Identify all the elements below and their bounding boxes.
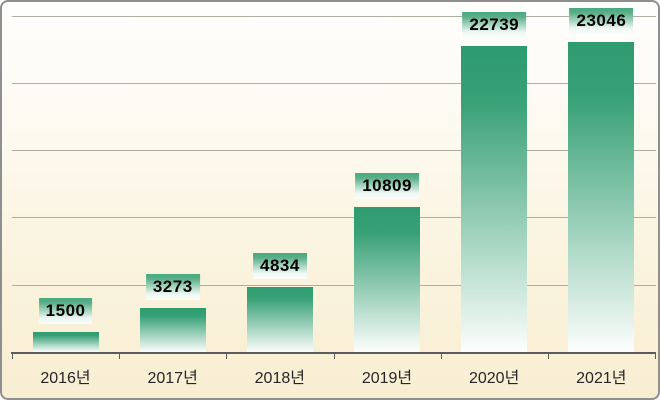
gridline-15000: [12, 150, 656, 152]
bar-2021년: [568, 41, 635, 352]
x-axis-tick: [226, 353, 227, 359]
x-axis-tick: [334, 353, 335, 359]
x-axis-tick: [655, 353, 656, 359]
x-axis-label: 2021년: [576, 370, 627, 387]
bar-value-label: 22739: [462, 11, 527, 38]
x-axis-label: 2016년: [40, 370, 91, 387]
bar-2016년: [32, 331, 99, 352]
gridline-25000: [12, 15, 656, 17]
bar-value-label: 3273: [145, 273, 200, 300]
bar-value-label: 10809: [355, 172, 419, 199]
bar-2018년: [246, 286, 313, 352]
bar-2019년: [354, 206, 421, 352]
bar-value-label: 4834: [252, 252, 307, 279]
gridline-10000: [12, 217, 656, 219]
gridline-5000: [12, 284, 656, 286]
x-axis-tick: [441, 353, 442, 359]
bar-value-label: 23046: [569, 7, 634, 34]
x-axis-label: 2018년: [254, 370, 305, 387]
x-axis-label: 2020년: [468, 370, 520, 387]
x-axis-tick: [119, 353, 120, 359]
gridline-20000: [12, 82, 656, 84]
bar-value-label: 1500: [38, 297, 93, 324]
x-axis-label: 2017년: [147, 370, 198, 387]
bar-2017년: [139, 307, 206, 352]
bar-2020년: [461, 45, 528, 352]
x-axis-line: [11, 352, 656, 354]
x-axis-tick: [12, 353, 13, 359]
x-axis-label: 2019년: [361, 370, 413, 387]
x-axis-tick: [548, 353, 549, 359]
